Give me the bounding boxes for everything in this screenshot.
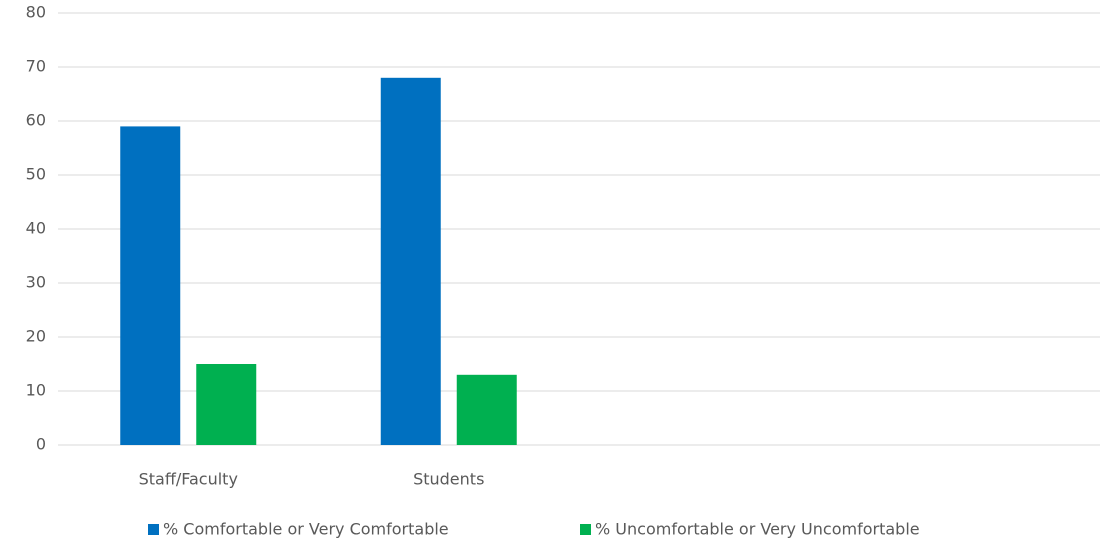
- legend-swatch: [148, 524, 159, 535]
- y-tick-label: 60: [26, 111, 46, 130]
- bar: [120, 126, 181, 446]
- bar: [380, 77, 441, 446]
- legend-label: % Uncomfortable or Very Uncomfortable: [595, 520, 920, 539]
- y-tick-label: 30: [26, 273, 46, 292]
- x-tick-label: Staff/Faculty: [139, 470, 238, 489]
- y-tick-label: 0: [36, 435, 46, 454]
- y-tick-label: 70: [26, 57, 46, 76]
- y-tick-label: 10: [26, 381, 46, 400]
- y-tick-label: 50: [26, 165, 46, 184]
- bar: [456, 374, 517, 445]
- x-tick-label: Students: [413, 470, 484, 489]
- bar: [196, 364, 257, 445]
- legend-label: % Comfortable or Very Comfortable: [163, 520, 449, 539]
- y-tick-label: 40: [26, 219, 46, 238]
- y-tick-label: 20: [26, 327, 46, 346]
- legend-swatch: [580, 524, 591, 535]
- y-tick-label: 80: [26, 3, 46, 22]
